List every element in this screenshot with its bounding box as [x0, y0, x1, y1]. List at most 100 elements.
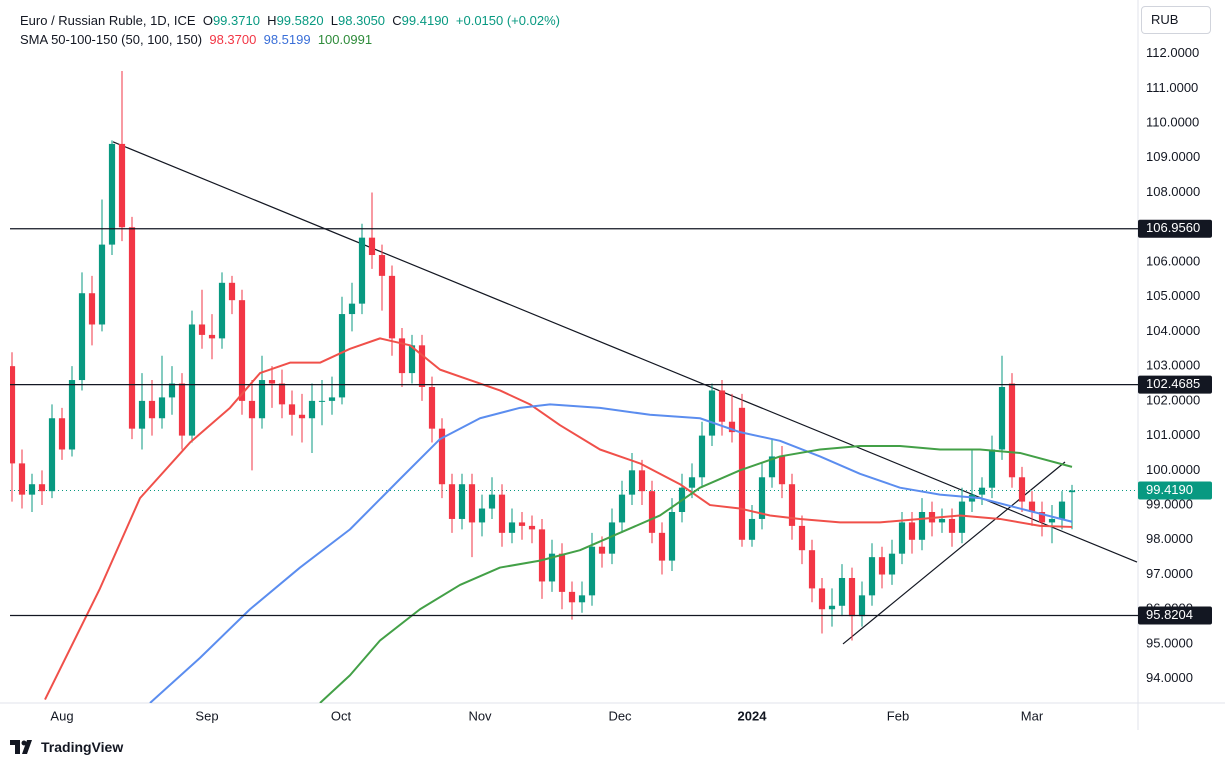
x-tick-label: Feb [887, 708, 909, 723]
candle-body [918, 512, 926, 540]
candle-body [828, 605, 836, 610]
y-tick-label: 105.0000 [1146, 288, 1200, 303]
candle-body [788, 484, 796, 526]
o-label: O [202, 13, 213, 28]
y-tick-label: 102.0000 [1146, 392, 1200, 407]
x-tick-label: Nov [468, 708, 492, 723]
candle-body [538, 529, 546, 582]
y-tick-label: 95.0000 [1146, 635, 1193, 650]
candle-body [10, 366, 16, 464]
candle-body [508, 522, 516, 533]
candle-body [758, 477, 766, 519]
candle-body [28, 484, 36, 495]
candle-body [818, 588, 826, 610]
c-value: 99.4190 [401, 13, 449, 28]
y-tick-label: 103.0000 [1146, 358, 1200, 373]
candle-body [798, 525, 806, 551]
last-price-label-bg [1138, 481, 1212, 500]
candle-body [248, 400, 256, 419]
x-tick-label: Aug [50, 708, 73, 723]
y-tick-label: 111.0000 [1146, 80, 1198, 95]
candle-body [208, 334, 216, 339]
candle-body [398, 338, 406, 374]
level-label-bg [1138, 219, 1212, 238]
candle-body [18, 463, 26, 495]
symbol: Euro / Russian Ruble, 1D, ICE [20, 13, 196, 28]
candle-body [168, 383, 176, 398]
candle-body [848, 577, 856, 617]
level-label: 106.9560 [1146, 220, 1200, 235]
candle-body [158, 397, 166, 419]
y-tick-label: 109.0000 [1146, 149, 1200, 164]
candle-body [748, 518, 756, 540]
candle-body [298, 414, 306, 419]
x-tick-label: Dec [608, 708, 632, 723]
candle-body [838, 577, 846, 606]
x-tick-label: Mar [1021, 708, 1044, 723]
level-label-bg [1138, 375, 1212, 394]
y-tick-label: 101.0000 [1146, 427, 1200, 442]
candle-body [378, 255, 386, 276]
candle-body [578, 595, 586, 603]
sma150-value: 100.0991 [317, 32, 373, 47]
sma-line [319, 445, 1073, 703]
sma50-value: 98.3700 [209, 32, 257, 47]
candle-body [948, 518, 956, 533]
candle-body [498, 494, 506, 533]
candle-body [698, 435, 706, 478]
candle-body [368, 237, 376, 256]
plot [10, 70, 1138, 703]
candle-body [78, 293, 86, 381]
sma-line [149, 403, 1073, 703]
candle-body [478, 508, 486, 523]
candle-body [48, 418, 56, 492]
candle-body [1028, 501, 1036, 513]
candle-body [388, 275, 396, 339]
candle-body [188, 324, 196, 436]
candle-body [858, 595, 866, 617]
candle-body [148, 400, 156, 419]
candle-body [908, 522, 916, 540]
candle-body [38, 484, 46, 492]
candle-body [1008, 383, 1016, 478]
candle-body [328, 397, 336, 401]
candle-body [868, 557, 876, 596]
candle-body [988, 449, 996, 488]
candle-body [998, 386, 1006, 450]
candle-body [548, 553, 556, 582]
candle-body [568, 591, 576, 603]
candle-body [808, 550, 816, 589]
candle-body [738, 407, 746, 540]
candle-body [608, 522, 616, 554]
y-tick-label: 106.0000 [1146, 253, 1200, 268]
candle-body [178, 383, 186, 436]
indicator-label: SMA 50-100-150 (50, 100, 150) [20, 32, 203, 47]
candle-body [658, 532, 666, 561]
candle-body [358, 237, 366, 304]
candle-body [258, 380, 266, 419]
candle-body [898, 522, 906, 554]
candle-body [938, 518, 946, 523]
sma-line [44, 337, 1073, 700]
candle-body [648, 491, 656, 533]
candle-body [108, 143, 116, 245]
c-label: C [392, 13, 402, 28]
currency-button[interactable]: RUB [1141, 6, 1211, 34]
candle-body [448, 484, 456, 519]
candle-body [1018, 477, 1026, 502]
y-tick-label: 110.0000 [1146, 115, 1199, 130]
l-label: L [330, 13, 339, 28]
branding: TradingView [10, 739, 123, 755]
candle-body [558, 553, 566, 592]
candle-body [288, 404, 296, 415]
candle-body [618, 494, 626, 523]
x-tick-label: Sep [195, 708, 218, 723]
logo-icon [10, 740, 32, 754]
level-label: 102.4685 [1146, 376, 1200, 391]
candle-body [308, 400, 316, 419]
candle-body [1048, 518, 1056, 523]
candle-body [888, 553, 896, 575]
y-tick-label: 97.0000 [1146, 566, 1193, 581]
